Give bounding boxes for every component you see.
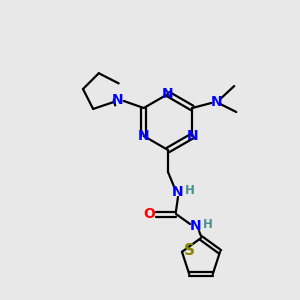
Text: N: N: [172, 185, 184, 199]
Text: N: N: [112, 93, 124, 107]
Text: S: S: [184, 243, 194, 258]
Text: N: N: [210, 95, 222, 109]
Text: O: O: [143, 207, 155, 221]
Text: N: N: [138, 129, 150, 143]
Text: N: N: [190, 219, 202, 233]
Text: H: H: [203, 218, 213, 230]
Text: N: N: [186, 129, 198, 143]
Text: H: H: [185, 184, 195, 196]
Text: N: N: [162, 87, 174, 101]
